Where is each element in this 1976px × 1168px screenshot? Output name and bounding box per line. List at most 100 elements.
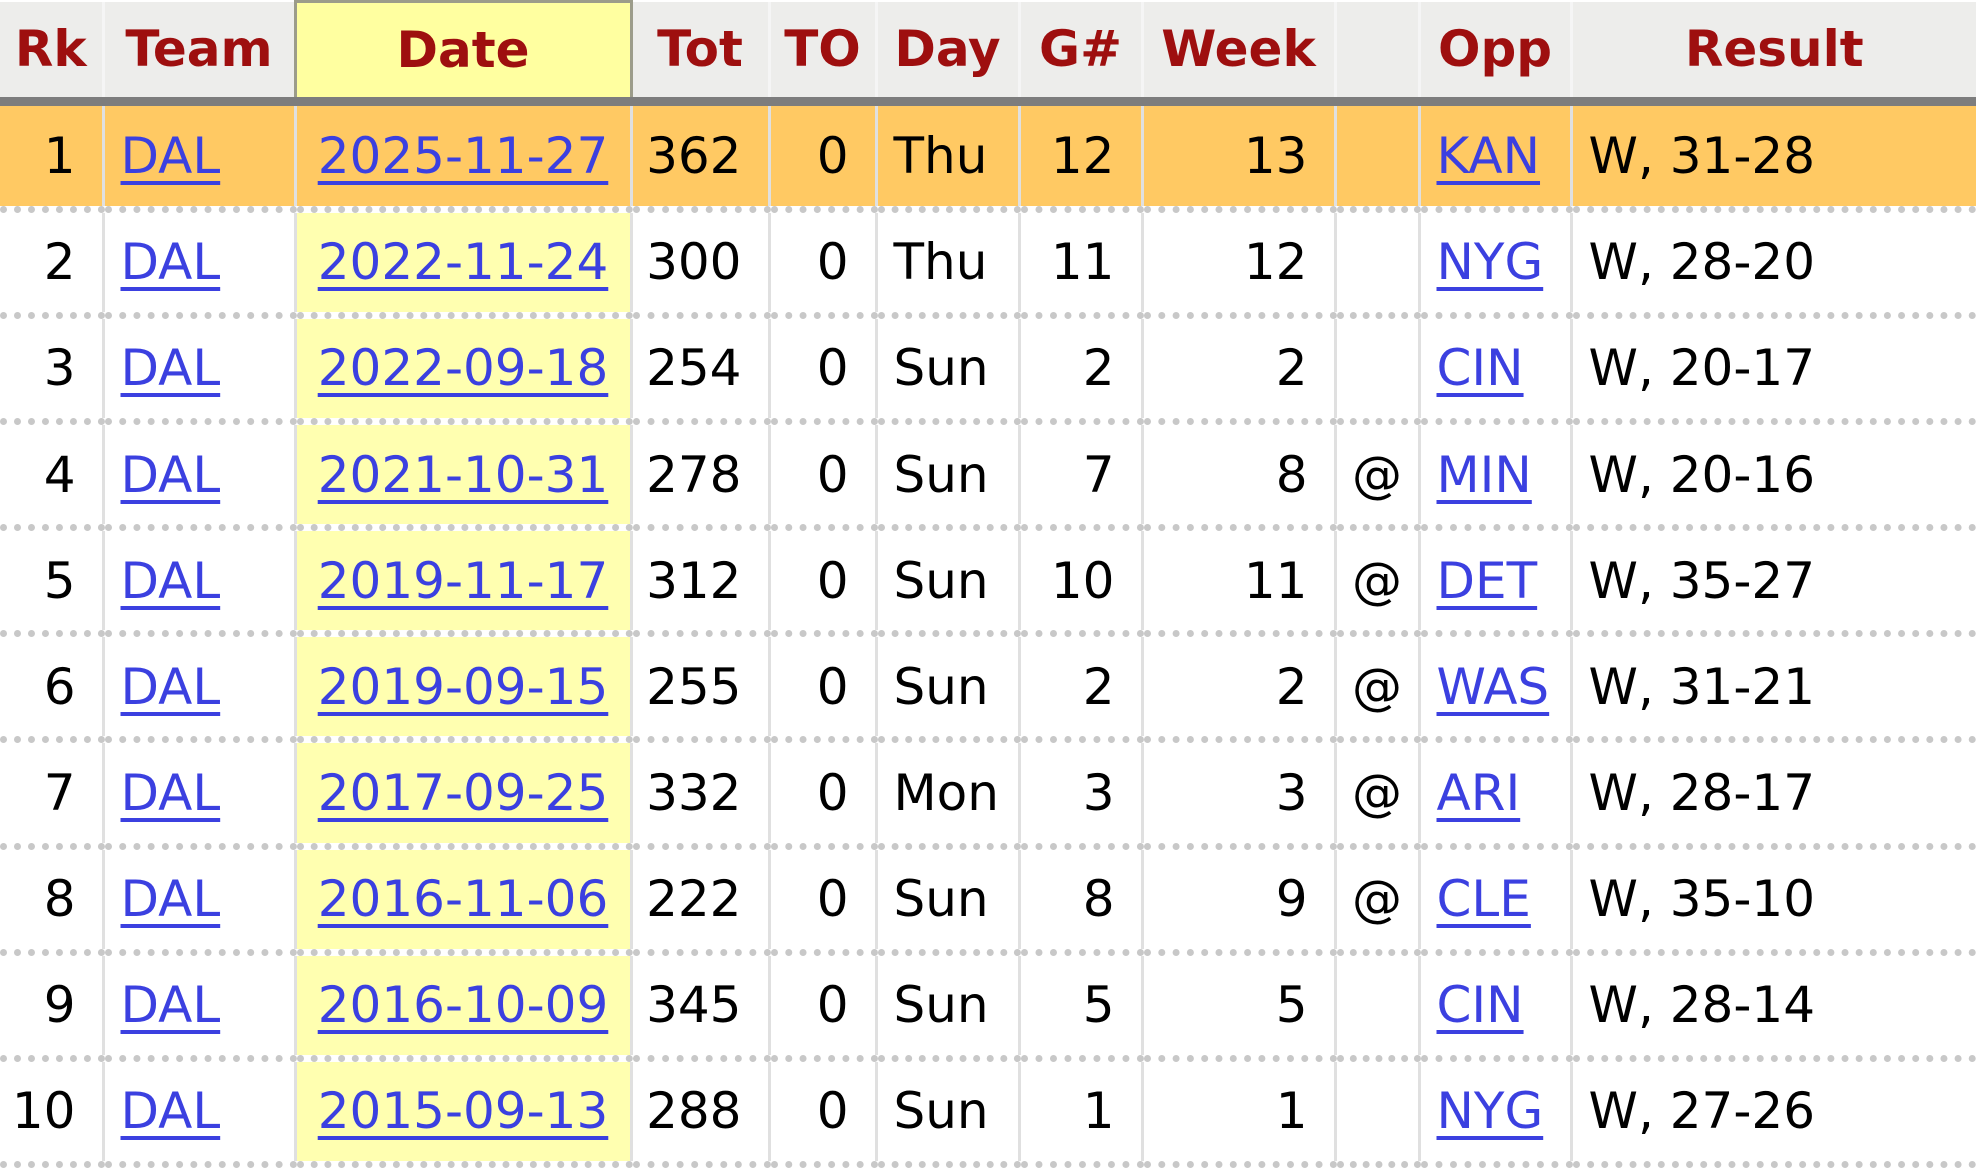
table-row: 4 DAL 2021-10-31 278 0 Sun 7 8 @ MIN W, 20-16: [0, 421, 1976, 532]
team-cell: DAL: [101, 315, 295, 426]
opp-cell: CIN: [1417, 315, 1571, 426]
opp-link[interactable]: KAN: [1436, 126, 1541, 185]
col-header-date[interactable]: Date: [293, 0, 633, 106]
date-cell: 2022-09-18: [293, 315, 631, 426]
team-link[interactable]: DAL: [120, 657, 221, 716]
col-header-week[interactable]: Week: [1140, 1, 1335, 106]
day-cell: Sun: [874, 846, 1019, 956]
date-link[interactable]: 2022-11-24: [317, 233, 609, 292]
date-link[interactable]: 2021-10-31: [317, 445, 609, 504]
team-link[interactable]: DAL: [120, 339, 221, 398]
table-row: 3 DAL 2022-09-18 254 0 Sun 2 2 CIN W, 20-17: [0, 315, 1976, 426]
opp-cell: NYG: [1417, 209, 1571, 319]
date-link[interactable]: 2015-09-13: [317, 1082, 609, 1141]
team-link[interactable]: DAL: [120, 551, 221, 610]
team-cell: DAL: [101, 739, 295, 850]
date-link[interactable]: 2019-11-17: [317, 551, 609, 610]
date-cell: 2017-09-25: [293, 739, 631, 850]
day-cell: Sun: [874, 633, 1019, 744]
team-link[interactable]: DAL: [120, 763, 221, 822]
opp-link[interactable]: CIN: [1436, 339, 1524, 398]
tot-cell: 254: [629, 315, 769, 426]
col-header-opp[interactable]: Opp: [1417, 1, 1571, 106]
opp-cell: NYG: [1417, 1058, 1571, 1168]
at-cell: @: [1333, 421, 1419, 532]
team-link[interactable]: DAL: [120, 126, 221, 185]
col-header-team[interactable]: Team: [101, 1, 295, 106]
opp-cell: CIN: [1417, 952, 1571, 1062]
date-link[interactable]: 2022-09-18: [317, 339, 609, 398]
game_num-cell: 10: [1017, 527, 1142, 638]
rank-cell: 4: [0, 421, 103, 532]
result-cell: W, 27-26: [1569, 1058, 1976, 1168]
game_num-cell: 2: [1017, 315, 1142, 426]
result-cell: W, 28-14: [1569, 952, 1976, 1062]
day-cell: Thu: [874, 209, 1019, 319]
to-cell: 0: [767, 1058, 876, 1168]
opp-link[interactable]: NYG: [1436, 1082, 1544, 1141]
game_num-cell: 7: [1017, 421, 1142, 532]
opp-cell: ARI: [1417, 739, 1571, 850]
opp-link[interactable]: WAS: [1436, 657, 1550, 716]
opp-link[interactable]: CIN: [1436, 976, 1524, 1035]
col-header-result[interactable]: Result: [1569, 1, 1976, 106]
date-link[interactable]: 2016-11-06: [317, 870, 609, 929]
tot-cell: 332: [629, 739, 769, 850]
opp-link[interactable]: NYG: [1436, 233, 1544, 292]
date-link[interactable]: 2025-11-27: [317, 126, 609, 185]
day-cell: Sun: [874, 421, 1019, 532]
col-header-at[interactable]: [1333, 1, 1419, 106]
result-cell: W, 20-17: [1569, 315, 1976, 426]
col-header-game_num[interactable]: G#: [1017, 1, 1142, 106]
rank-cell: 5: [0, 527, 103, 638]
team-link[interactable]: DAL: [120, 976, 221, 1035]
day-cell: Mon: [874, 739, 1019, 850]
date-cell: 2019-09-15: [293, 633, 631, 744]
date-cell: 2022-11-24: [293, 209, 631, 319]
team-cell: DAL: [101, 1058, 295, 1168]
tot-cell: 312: [629, 527, 769, 638]
table-row: 10 DAL 2015-09-13 288 0 Sun 1 1 NYG W, 27-26: [0, 1058, 1976, 1168]
rank-cell: 2: [0, 209, 103, 319]
opp-link[interactable]: MIN: [1436, 445, 1532, 504]
opp-cell: MIN: [1417, 421, 1571, 532]
team-cell: DAL: [101, 952, 295, 1062]
team-cell: DAL: [101, 527, 295, 638]
col-header-to[interactable]: TO: [767, 1, 876, 106]
result-cell: W, 28-20: [1569, 209, 1976, 319]
opp-link[interactable]: CLE: [1436, 870, 1531, 929]
result-cell: W, 35-10: [1569, 846, 1976, 956]
to-cell: 0: [767, 739, 876, 850]
team-cell: DAL: [101, 846, 295, 956]
week-cell: 13: [1140, 101, 1335, 213]
week-cell: 12: [1140, 209, 1335, 319]
col-header-rank[interactable]: Rk: [0, 1, 103, 106]
date-cell: 2016-11-06: [293, 846, 631, 956]
date-link[interactable]: 2017-09-25: [317, 763, 609, 822]
opp-link[interactable]: DET: [1436, 551, 1538, 610]
tot-cell: 278: [629, 421, 769, 532]
week-cell: 2: [1140, 315, 1335, 426]
at-cell: [1333, 952, 1419, 1062]
team-cell: DAL: [101, 101, 295, 213]
opp-link[interactable]: ARI: [1436, 763, 1521, 822]
team-link[interactable]: DAL: [120, 445, 221, 504]
date-link[interactable]: 2016-10-09: [317, 976, 609, 1035]
date-cell: 2025-11-27: [293, 101, 631, 213]
week-cell: 5: [1140, 952, 1335, 1062]
team-link[interactable]: DAL: [120, 870, 221, 929]
tot-cell: 362: [629, 101, 769, 213]
tot-cell: 255: [629, 633, 769, 744]
to-cell: 0: [767, 209, 876, 319]
game_num-cell: 5: [1017, 952, 1142, 1062]
team-link[interactable]: DAL: [120, 1082, 221, 1141]
table-row: 7 DAL 2017-09-25 332 0 Mon 3 3 @ ARI W, 28-17: [0, 739, 1976, 850]
opp-cell: WAS: [1417, 633, 1571, 744]
date-link[interactable]: 2019-09-15: [317, 657, 609, 716]
col-header-tot[interactable]: Tot: [629, 1, 769, 106]
at-cell: [1333, 101, 1419, 213]
col-header-day[interactable]: Day: [874, 1, 1019, 106]
team-link[interactable]: DAL: [120, 233, 221, 292]
opp-cell: KAN: [1417, 101, 1571, 213]
